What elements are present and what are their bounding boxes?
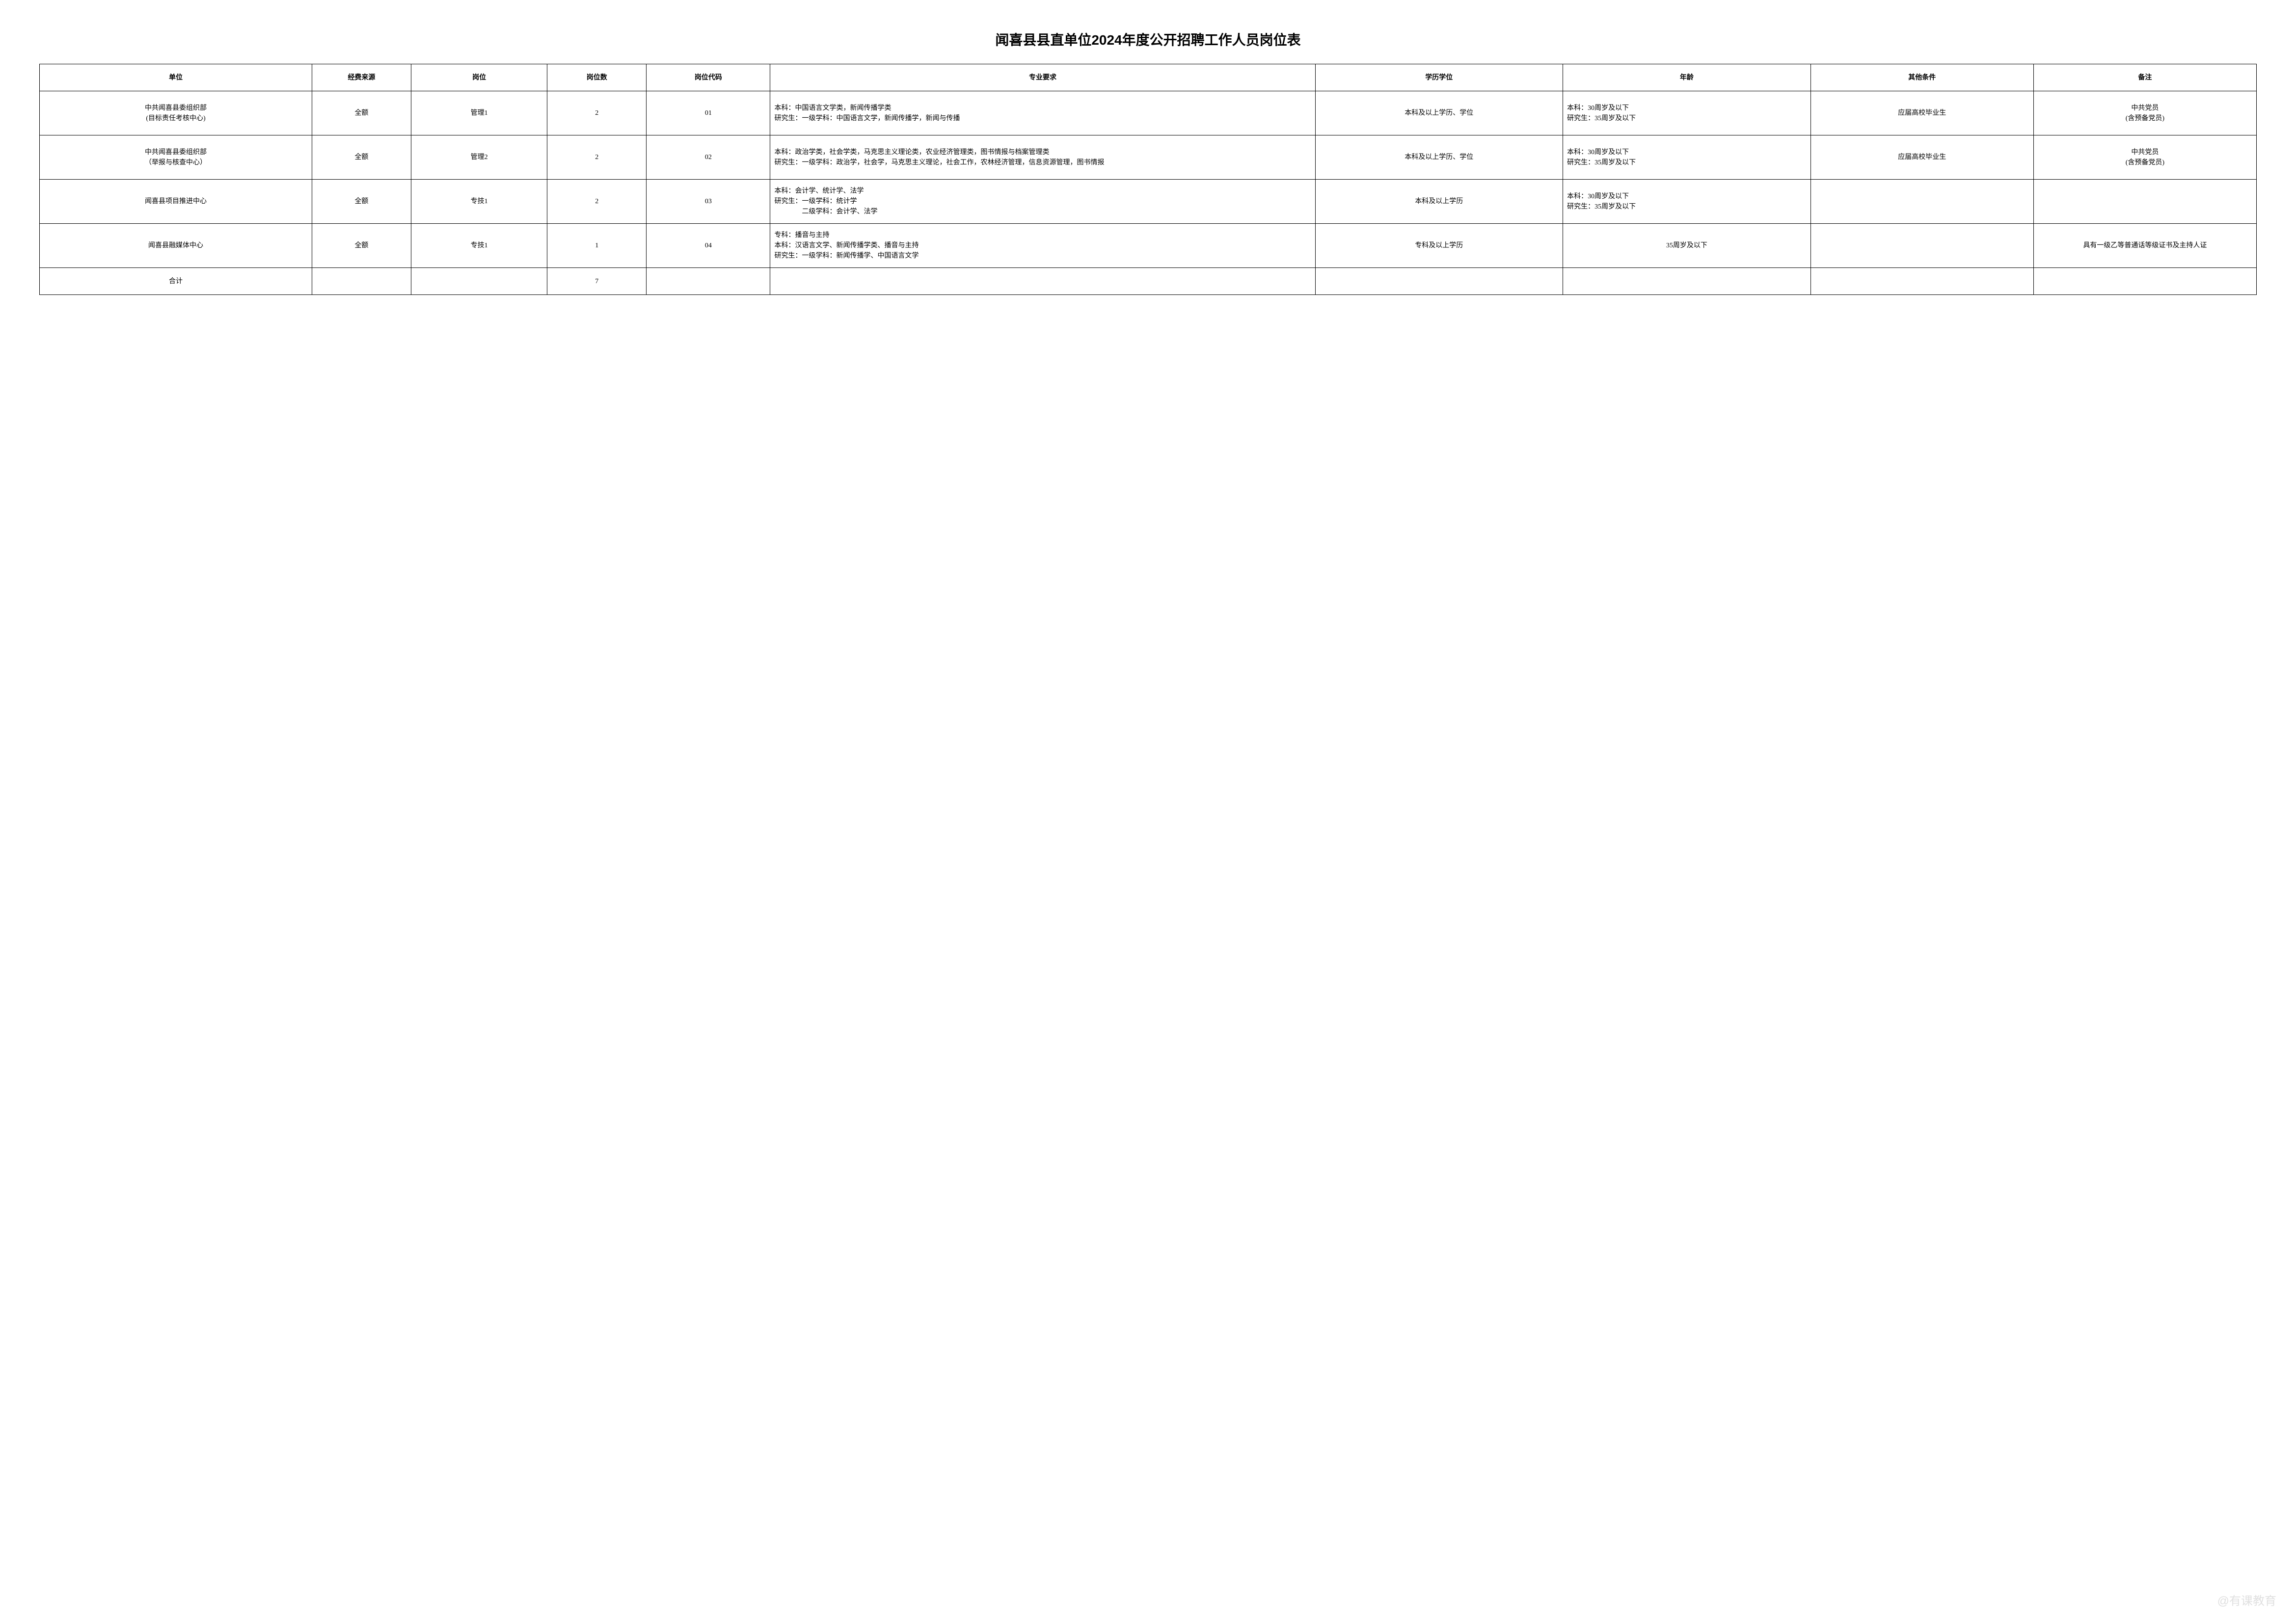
table-row: 闻喜县融媒体中心全额专技1104专科：播音与主持 本科：汉语言文学、新闻传播学类… <box>40 224 2257 268</box>
cell-code: 01 <box>647 91 770 135</box>
total-empty <box>411 268 547 295</box>
cell-position: 专技1 <box>411 180 547 224</box>
cell-position: 专技1 <box>411 224 547 268</box>
cell-education: 专科及以上学历 <box>1315 224 1563 268</box>
cell-count: 2 <box>547 135 647 180</box>
cell-fund: 全额 <box>312 180 411 224</box>
total-empty <box>647 268 770 295</box>
recruitment-table: 单位 经费来源 岗位 岗位数 岗位代码 专业要求 学历学位 年龄 其他条件 备注… <box>39 64 2257 295</box>
table-total-row: 合计 7 <box>40 268 2257 295</box>
header-count: 岗位数 <box>547 64 647 91</box>
cell-remark: 中共党员 (含预备党员) <box>2033 135 2256 180</box>
cell-major: 专科：播音与主持 本科：汉语言文学、新闻传播学类、播音与主持 研究生：一级学科：… <box>770 224 1315 268</box>
cell-unit: 中共闻喜县委组织部 （举报与核查中心） <box>40 135 312 180</box>
cell-education: 本科及以上学历 <box>1315 180 1563 224</box>
header-education: 学历学位 <box>1315 64 1563 91</box>
cell-major: 本科：会计学、统计学、法学 研究生：一级学科：统计学 二级学科：会计学、法学 <box>770 180 1315 224</box>
header-unit: 单位 <box>40 64 312 91</box>
cell-position: 管理2 <box>411 135 547 180</box>
header-other: 其他条件 <box>1810 64 2033 91</box>
table-row: 中共闻喜县委组织部 （举报与核查中心）全额管理2202本科：政治学类，社会学类，… <box>40 135 2257 180</box>
cell-education: 本科及以上学历、学位 <box>1315 135 1563 180</box>
cell-age: 本科：30周岁及以下 研究生：35周岁及以下 <box>1563 180 1811 224</box>
cell-count: 2 <box>547 91 647 135</box>
cell-unit: 闻喜县融媒体中心 <box>40 224 312 268</box>
cell-other <box>1810 224 2033 268</box>
cell-remark: 中共党员 (含预备党员) <box>2033 91 2256 135</box>
table-row: 中共闻喜县委组织部 (目标责任考核中心)全额管理1201本科：中国语言文学类，新… <box>40 91 2257 135</box>
header-code: 岗位代码 <box>647 64 770 91</box>
header-remark: 备注 <box>2033 64 2256 91</box>
cell-remark: 具有一级乙等普通话等级证书及主持人证 <box>2033 224 2256 268</box>
cell-other: 应届高校毕业生 <box>1810 135 2033 180</box>
total-count: 7 <box>547 268 647 295</box>
header-major: 专业要求 <box>770 64 1315 91</box>
cell-count: 1 <box>547 224 647 268</box>
cell-age: 35周岁及以下 <box>1563 224 1811 268</box>
total-empty <box>1810 268 2033 295</box>
cell-code: 04 <box>647 224 770 268</box>
page-title: 闻喜县县直单位2024年度公开招聘工作人员岗位表 <box>39 29 2257 49</box>
total-empty <box>1315 268 1563 295</box>
header-age: 年龄 <box>1563 64 1811 91</box>
total-label: 合计 <box>40 268 312 295</box>
table-header-row: 单位 经费来源 岗位 岗位数 岗位代码 专业要求 学历学位 年龄 其他条件 备注 <box>40 64 2257 91</box>
cell-major: 本科：政治学类，社会学类，马克思主义理论类，农业经济管理类，图书情报与档案管理类… <box>770 135 1315 180</box>
total-empty <box>2033 268 2256 295</box>
cell-other <box>1810 180 2033 224</box>
cell-position: 管理1 <box>411 91 547 135</box>
table-row: 闻喜县项目推进中心全额专技1203本科：会计学、统计学、法学 研究生：一级学科：… <box>40 180 2257 224</box>
watermark: @有课教育 <box>2217 1591 2276 1608</box>
cell-count: 2 <box>547 180 647 224</box>
cell-unit: 中共闻喜县委组织部 (目标责任考核中心) <box>40 91 312 135</box>
cell-education: 本科及以上学历、学位 <box>1315 91 1563 135</box>
cell-fund: 全额 <box>312 91 411 135</box>
header-position: 岗位 <box>411 64 547 91</box>
cell-other: 应届高校毕业生 <box>1810 91 2033 135</box>
cell-fund: 全额 <box>312 224 411 268</box>
cell-age: 本科：30周岁及以下 研究生：35周岁及以下 <box>1563 135 1811 180</box>
cell-code: 03 <box>647 180 770 224</box>
cell-remark <box>2033 180 2256 224</box>
cell-major: 本科：中国语言文学类，新闻传播学类 研究生：一级学科：中国语言文学，新闻传播学，… <box>770 91 1315 135</box>
header-fund: 经费来源 <box>312 64 411 91</box>
total-empty <box>1563 268 1811 295</box>
cell-code: 02 <box>647 135 770 180</box>
cell-age: 本科：30周岁及以下 研究生：35周岁及以下 <box>1563 91 1811 135</box>
total-empty <box>312 268 411 295</box>
cell-unit: 闻喜县项目推进中心 <box>40 180 312 224</box>
total-empty <box>770 268 1315 295</box>
cell-fund: 全额 <box>312 135 411 180</box>
